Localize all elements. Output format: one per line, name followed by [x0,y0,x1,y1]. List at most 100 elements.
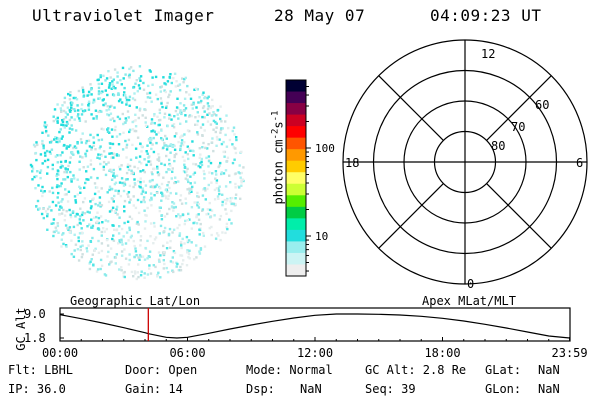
image-pixel [120,227,124,231]
image-pixel [172,206,176,209]
image-pixel [59,160,63,164]
image-pixel [192,149,195,153]
image-pixel [87,93,91,96]
image-pixel [109,168,112,171]
image-pixel [113,210,117,213]
image-pixel [175,80,178,83]
image-pixel [107,161,110,164]
image-pixel [225,145,229,148]
image-pixel [83,197,87,200]
image-pixel [201,146,204,149]
image-pixel [123,91,126,94]
image-pixel [145,163,148,167]
image-pixel [206,107,210,111]
image-pixel [177,180,180,183]
image-pixel [242,166,245,169]
image-pixel [126,192,129,196]
image-pixel [157,251,161,254]
image-pixel [89,200,92,203]
image-pixel [234,202,237,206]
image-pixel [186,153,189,156]
image-pixel [104,102,107,105]
image-pixel [56,169,60,172]
image-pixel [234,147,237,150]
image-pixel [149,160,152,163]
image-pixel [197,164,200,168]
image-pixel [61,165,64,168]
image-pixel [123,181,126,184]
image-pixel [177,140,180,144]
image-pixel [151,185,154,189]
image-pixel [80,227,83,230]
image-pixel [125,100,129,104]
image-pixel [171,145,175,148]
image-pixel [42,216,45,220]
image-pixel [126,220,130,223]
image-pixel [55,229,58,232]
image-pixel [210,181,213,184]
image-pixel [56,184,59,187]
image-pixel [186,249,189,252]
image-pixel [190,187,193,190]
image-pixel [196,131,199,134]
image-pixel [48,190,51,193]
image-pixel [95,215,98,219]
colorbar-segment [286,80,306,93]
colorbar-segment [286,195,306,208]
image-pixel [156,273,159,277]
image-pixel [127,168,131,172]
image-pixel [203,129,206,132]
image-pixel [60,137,63,140]
image-pixel [214,170,218,173]
image-pixel [61,198,64,201]
image-pixel [162,253,165,256]
image-pixel [173,155,176,159]
image-pixel [52,119,55,123]
image-pixel [108,185,112,188]
image-pixel [112,200,115,203]
image-pixel [167,233,171,237]
image-pixel [88,211,91,214]
image-pixel [208,112,211,115]
image-pixel [76,193,79,196]
image-pixel [73,195,77,198]
glat-label: GLat: [485,363,522,377]
image-pixel [90,205,93,208]
image-pixel [128,95,132,98]
image-pixel [203,177,206,180]
image-pixel [156,158,159,161]
image-pixel [67,92,70,96]
image-pixel [111,206,115,209]
image-pixel [118,117,122,121]
image-pixel [61,120,65,124]
image-pixel [69,229,72,233]
image-pixel [186,84,189,88]
image-pixel [111,80,114,83]
image-pixel [127,138,131,142]
image-pixel [158,123,161,127]
image-pixel [137,223,140,226]
image-pixel [170,205,174,208]
image-pixel [138,109,142,112]
image-pixel [129,158,133,161]
image-pixel [221,203,224,207]
image-pixel [113,106,116,109]
image-pixel [131,120,134,124]
image-pixel [155,183,159,187]
image-pixel [137,211,141,215]
image-pixel [95,115,98,118]
image-pixel [234,197,237,200]
colorbar-segment [286,183,306,196]
image-pixel [216,138,219,141]
image-pixel [165,154,168,158]
image-pixel [157,156,161,159]
x-tick-label: 23:59 [552,346,588,360]
colorbar-segment [286,218,306,231]
image-pixel [29,163,33,167]
mlt-label: 0 [467,277,474,291]
image-pixel [187,147,191,150]
image-pixel [149,141,152,144]
image-pixel [231,161,235,165]
image-pixel [113,68,117,71]
image-pixel [133,244,136,248]
